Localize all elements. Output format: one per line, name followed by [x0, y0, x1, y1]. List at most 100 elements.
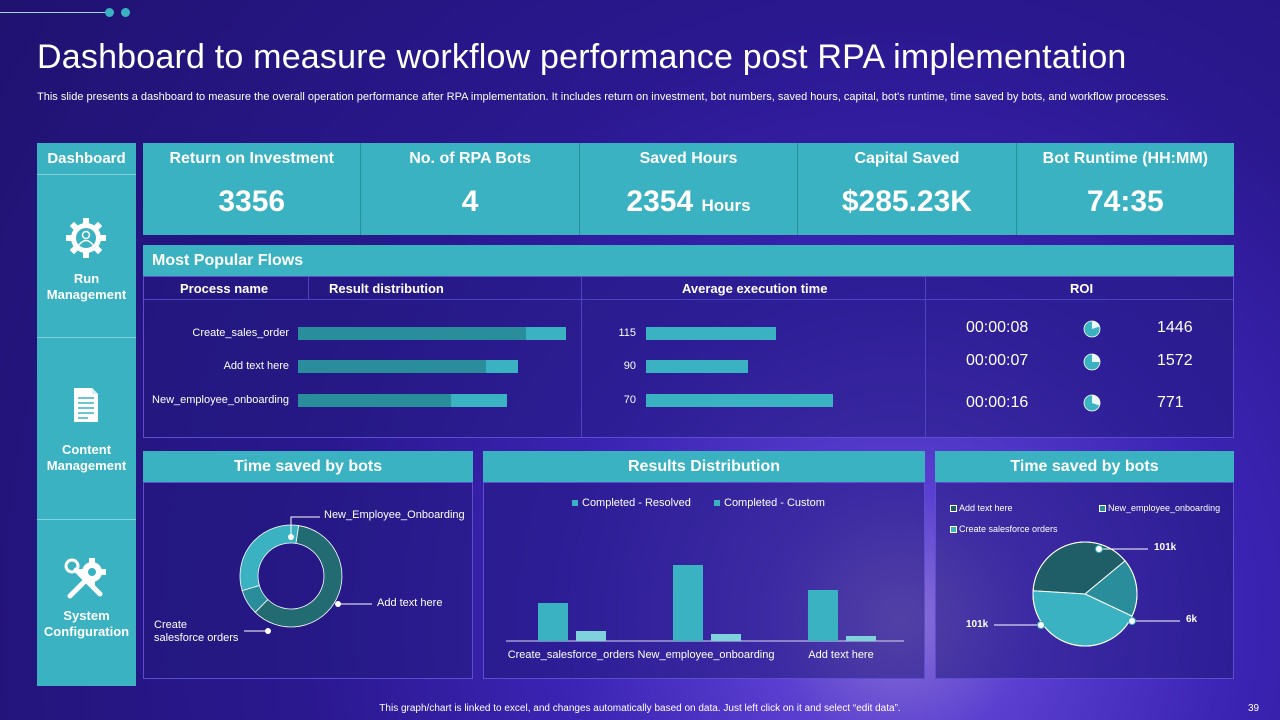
avg-execution-value: 115	[618, 327, 636, 339]
roi-pie-icon	[1083, 353, 1101, 371]
process-name: Create_sales_order	[192, 327, 289, 339]
decorative-dot	[121, 8, 130, 17]
sidebar-item-label: Configuration	[43, 624, 130, 639]
kpi-bot-runtime: Bot Runtime (HH:MM) 74:35	[1017, 143, 1234, 235]
sidebar-item-run-management[interactable]: Run Management	[37, 175, 136, 337]
result-bar-segment-light	[485, 360, 518, 373]
wrench-gear-icon	[64, 558, 106, 599]
legend-swatch	[1099, 504, 1106, 512]
time-saved-pie-chart	[994, 541, 1180, 647]
x-tick-label: Create_salesforce_orders	[508, 649, 635, 661]
legend-item: Completed - Custom	[714, 497, 825, 509]
results-distribution-bar-chart: Create_salesforce_orders New_employee_onb…	[506, 565, 904, 661]
avg-execution-bar	[646, 360, 748, 373]
bar	[576, 631, 606, 641]
column-header-avg-time: Average execution time	[682, 281, 828, 296]
legend-item: New_employee_onboarding	[1099, 503, 1220, 513]
legend-item: Completed - Resolved	[572, 497, 691, 509]
sidebar-item-label: Content	[61, 442, 112, 457]
kpi-bar: Return on Investment 3356 No. of RPA Bot…	[143, 143, 1234, 235]
process-name: New_employee_onboarding	[152, 394, 289, 406]
sidebar-divider	[37, 337, 136, 338]
kpi-value: $285.23K	[841, 185, 972, 218]
kpi-capital-saved: Capital Saved $285.23K	[798, 143, 1017, 235]
legend-swatch	[950, 525, 957, 533]
leader-dot	[335, 601, 341, 607]
result-bar-segment-dark	[298, 327, 526, 340]
legend-swatch	[714, 500, 720, 506]
decorative-line	[0, 12, 105, 13]
column-divider	[308, 277, 309, 299]
kpi-unit: Hours	[701, 196, 751, 215]
page-title: Dashboard to measure workflow performanc…	[37, 38, 1127, 76]
leader-dot	[265, 628, 271, 634]
donut-label-left: Create salesforce orders	[154, 619, 239, 644]
result-bar-segment-dark	[298, 360, 486, 373]
kpi-label: Capital Saved	[854, 150, 960, 167]
kpi-rpa-bots: No. of RPA Bots 4	[361, 143, 580, 235]
kpi-label: Bot Runtime (HH:MM)	[1042, 150, 1208, 167]
document-icon	[74, 388, 98, 422]
roi-value: 1446	[1157, 319, 1193, 336]
bar	[846, 636, 876, 641]
column-header-result: Result distribution	[329, 281, 444, 296]
column-divider	[581, 277, 582, 437]
pie-label-left: 101k	[966, 619, 989, 630]
footnote: This graph/chart is linked to excel, and…	[379, 703, 901, 714]
leader-dot	[1095, 545, 1103, 553]
kpi-value: 4	[461, 185, 479, 218]
donut-label-right: Add text here	[377, 597, 443, 609]
pie-label-top: 101k	[1154, 542, 1177, 553]
leader-line	[290, 516, 320, 537]
sidebar-divider	[37, 519, 136, 520]
leader-dot	[288, 534, 294, 540]
kpi-value: 3356	[218, 185, 286, 218]
roi-value: 1572	[1157, 352, 1193, 369]
leader-dot	[1037, 621, 1045, 629]
x-tick-label: New_employee_onboarding	[638, 649, 775, 661]
roi-pie-icon	[1083, 394, 1101, 412]
roi-time: 00:00:08	[966, 319, 1029, 336]
kpi-return-on-investment: Return on Investment 3356	[143, 143, 362, 235]
column-header-process: Process name	[180, 281, 269, 296]
donut-label-top: New_Employee_Onboarding	[324, 509, 465, 521]
legend-item: Add text here	[950, 503, 1013, 513]
roi-pie-icon	[1083, 320, 1101, 338]
decorative-dot	[105, 8, 114, 17]
sidebar-item-label: System	[63, 608, 110, 623]
avg-execution-value: 70	[623, 394, 636, 406]
sidebar-item-content-management[interactable]: Content Management	[37, 338, 136, 519]
time-saved-right-panel: Add text here New_employee_onboarding Cr…	[935, 482, 1234, 679]
most-popular-flows-panel: Process name Result distribution Average…	[143, 276, 1234, 438]
most-popular-flows-header: Most Popular Flows	[143, 245, 1234, 276]
process-name: Add text here	[223, 360, 289, 372]
x-tick-label: Add text here	[808, 649, 873, 661]
time-saved-left-panel: New_Employee_Onboarding Add text here Cr…	[143, 482, 473, 679]
bar	[673, 565, 703, 641]
column-header-roi: ROI	[1070, 281, 1094, 296]
bar	[808, 590, 838, 641]
kpi-label: Saved Hours	[639, 150, 738, 167]
donut-leader-lines	[244, 516, 372, 632]
result-bar-segment-light	[525, 327, 566, 340]
time-saved-right-header: Time saved by bots	[935, 451, 1234, 482]
leader-dot	[1128, 617, 1136, 625]
donut-slice	[239, 524, 300, 592]
results-distribution-panel: Completed - Resolved Completed - Custom …	[483, 482, 925, 679]
sidebar: Dashboard Run Management	[37, 143, 136, 686]
result-bar-segment-light	[450, 394, 508, 407]
avg-execution-value: 90	[623, 360, 636, 372]
sidebar-item-system-configuration[interactable]: System Configuration	[37, 520, 136, 686]
legend-item: Create salesforce orders	[950, 524, 1058, 534]
roi-time: 00:00:07	[966, 352, 1029, 369]
column-divider	[925, 277, 926, 437]
pie-outline	[1032, 541, 1138, 647]
avg-execution-bar	[646, 394, 833, 407]
results-distribution-header: Results Distribution	[483, 451, 925, 482]
avg-execution-bar	[646, 327, 777, 340]
donut-slice	[254, 525, 343, 628]
sidebar-heading[interactable]: Dashboard	[37, 143, 136, 175]
legend-swatch	[950, 504, 957, 512]
page-subtitle: This slide presents a dashboard to measu…	[37, 91, 1169, 103]
bar	[711, 634, 741, 641]
